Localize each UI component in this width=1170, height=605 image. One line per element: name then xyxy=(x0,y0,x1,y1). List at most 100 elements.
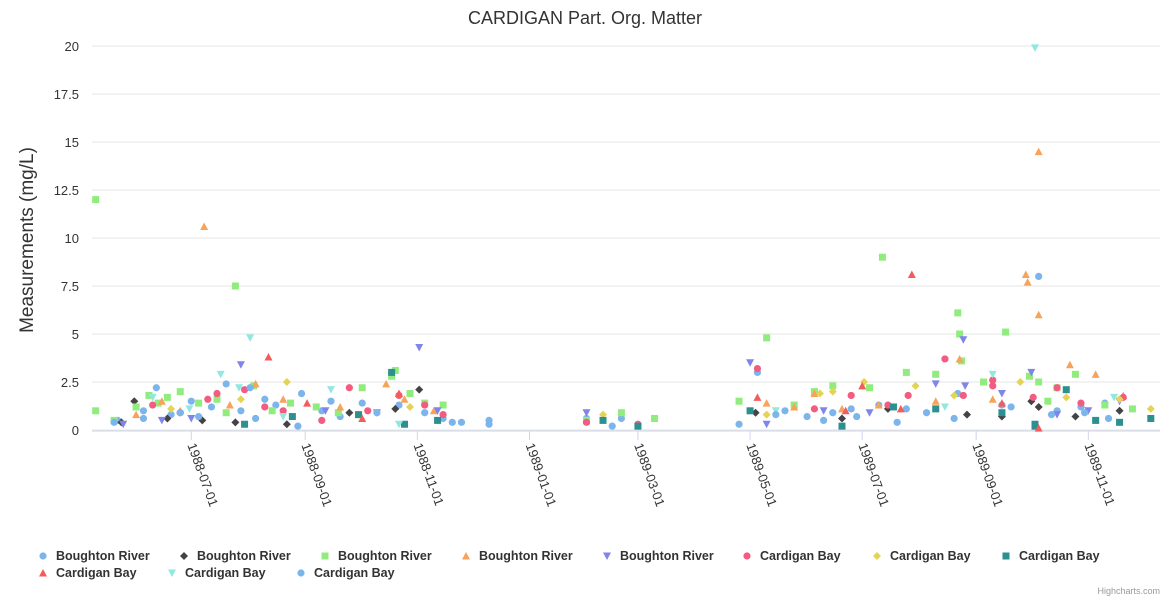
data-point[interactable] xyxy=(997,390,1006,398)
data-point[interactable] xyxy=(889,403,897,411)
data-point[interactable] xyxy=(240,386,249,394)
data-point[interactable] xyxy=(810,389,819,398)
data-point[interactable] xyxy=(746,407,754,415)
data-point[interactable] xyxy=(1047,411,1056,419)
data-point[interactable] xyxy=(119,420,128,429)
data-point[interactable] xyxy=(358,414,367,422)
data-point[interactable] xyxy=(145,391,153,399)
legend-symbol[interactable] xyxy=(321,552,329,560)
legend-symbol[interactable] xyxy=(1002,552,1010,560)
data-point[interactable] xyxy=(874,401,883,409)
data-point[interactable] xyxy=(746,359,755,367)
data-point[interactable] xyxy=(167,404,176,413)
data-point[interactable] xyxy=(132,403,140,411)
data-point[interactable] xyxy=(866,384,874,392)
data-point[interactable] xyxy=(1023,278,1032,286)
data-point[interactable] xyxy=(1077,399,1085,407)
data-point[interactable] xyxy=(941,355,949,363)
data-point[interactable] xyxy=(599,416,607,424)
data-point[interactable] xyxy=(781,407,789,415)
data-point[interactable] xyxy=(297,389,306,398)
data-point[interactable] xyxy=(176,388,184,396)
data-point[interactable] xyxy=(988,395,997,403)
data-point[interactable] xyxy=(884,401,892,409)
data-point[interactable] xyxy=(457,418,466,426)
data-point[interactable] xyxy=(176,409,184,417)
data-point[interactable] xyxy=(1146,404,1155,413)
data-point[interactable] xyxy=(1084,407,1093,415)
data-point[interactable] xyxy=(279,413,288,421)
data-point[interactable] xyxy=(997,399,1006,407)
data-point[interactable] xyxy=(959,391,967,400)
data-point[interactable] xyxy=(735,397,743,405)
data-point[interactable] xyxy=(762,399,771,407)
data-point[interactable] xyxy=(222,380,230,388)
data-point[interactable] xyxy=(110,418,118,426)
data-point[interactable] xyxy=(252,414,260,423)
data-point[interactable] xyxy=(400,420,408,428)
data-point[interactable] xyxy=(762,420,771,429)
data-point[interactable] xyxy=(955,354,964,363)
data-point[interactable] xyxy=(231,418,240,427)
data-point[interactable] xyxy=(148,393,157,402)
data-point[interactable] xyxy=(634,422,642,430)
data-point[interactable] xyxy=(334,409,342,417)
data-point[interactable] xyxy=(1091,370,1100,378)
data-point[interactable] xyxy=(1101,401,1109,409)
data-point[interactable] xyxy=(1116,418,1124,426)
data-point[interactable] xyxy=(92,407,100,415)
data-point[interactable] xyxy=(204,395,212,403)
data-point[interactable] xyxy=(896,404,905,413)
data-point[interactable] xyxy=(485,420,493,428)
data-point[interactable] xyxy=(902,368,910,376)
data-point[interactable] xyxy=(735,420,743,428)
data-point[interactable] xyxy=(231,282,239,290)
legend-item[interactable]: Boughton River xyxy=(39,549,150,563)
data-point[interactable] xyxy=(149,401,157,409)
data-point[interactable] xyxy=(272,401,280,409)
data-point[interactable] xyxy=(1065,360,1074,369)
legend-symbol[interactable] xyxy=(603,552,611,561)
data-point[interactable] xyxy=(287,399,295,407)
data-point[interactable] xyxy=(421,401,429,409)
data-point[interactable] xyxy=(931,380,940,388)
data-point[interactable] xyxy=(139,407,148,415)
legend-symbol[interactable] xyxy=(297,569,305,577)
data-point[interactable] xyxy=(345,384,353,392)
data-point[interactable] xyxy=(157,397,166,405)
data-point[interactable] xyxy=(1081,409,1089,417)
data-point[interactable] xyxy=(1034,402,1043,411)
data-point[interactable] xyxy=(251,379,260,388)
data-point[interactable] xyxy=(1062,393,1071,402)
data-point[interactable] xyxy=(312,403,320,411)
data-point[interactable] xyxy=(1053,384,1061,392)
data-point[interactable] xyxy=(213,389,221,398)
data-point[interactable] xyxy=(187,397,195,405)
data-point[interactable] xyxy=(998,409,1006,417)
data-point[interactable] xyxy=(261,395,269,403)
data-point[interactable] xyxy=(382,379,391,388)
legend-item[interactable]: Boughton River xyxy=(603,549,714,563)
data-point[interactable] xyxy=(829,382,837,390)
data-point[interactable] xyxy=(753,364,762,373)
data-point[interactable] xyxy=(429,406,438,415)
data-point[interactable] xyxy=(1034,310,1043,319)
data-point[interactable] xyxy=(1071,370,1079,378)
data-point[interactable] xyxy=(154,399,162,407)
legend-symbol[interactable] xyxy=(743,552,751,560)
data-point[interactable] xyxy=(373,409,381,417)
data-point[interactable] xyxy=(264,353,273,361)
data-point[interactable] xyxy=(282,420,291,429)
legend-symbol[interactable] xyxy=(180,552,188,560)
data-point[interactable] xyxy=(1110,393,1119,402)
data-point[interactable] xyxy=(388,372,396,380)
data-point[interactable] xyxy=(1007,403,1015,411)
data-point[interactable] xyxy=(932,370,940,378)
data-point[interactable] xyxy=(288,413,296,421)
legend-symbol[interactable] xyxy=(168,569,176,578)
data-point[interactable] xyxy=(902,405,910,413)
data-point[interactable] xyxy=(139,414,148,423)
data-point[interactable] xyxy=(989,382,997,390)
data-point[interactable] xyxy=(617,409,625,417)
data-point[interactable] xyxy=(358,399,366,407)
